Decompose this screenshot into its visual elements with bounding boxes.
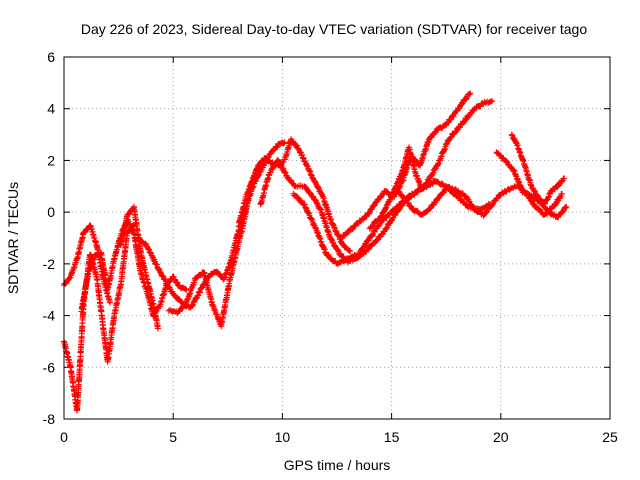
x-tick-label: 20	[493, 429, 509, 445]
data-point	[153, 261, 160, 268]
data-point	[369, 232, 376, 239]
data-point	[371, 228, 378, 235]
data-point	[196, 289, 203, 296]
data-point	[335, 247, 342, 254]
data-point	[483, 209, 490, 216]
data-point	[154, 325, 161, 332]
data-point	[282, 169, 289, 176]
y-tick-label: -2	[43, 256, 56, 272]
data-point	[365, 210, 372, 217]
y-tick-label: -4	[43, 308, 56, 324]
data-point	[467, 90, 474, 97]
data-point	[487, 98, 494, 105]
data-point	[531, 187, 538, 194]
y-tick-label: 2	[47, 152, 55, 168]
series-trace-11	[366, 97, 496, 232]
data-point	[347, 247, 354, 254]
series-trace-1	[61, 222, 137, 414]
data-point	[328, 236, 335, 243]
data-point	[182, 285, 189, 292]
y-tick-label: 6	[47, 49, 55, 65]
data-point	[503, 158, 510, 165]
data-point	[391, 212, 398, 219]
data-point	[466, 91, 473, 98]
data-point	[312, 197, 319, 204]
data-point	[195, 292, 202, 299]
data-point	[183, 286, 190, 293]
data-point	[457, 124, 464, 131]
data-point	[558, 191, 565, 198]
data-point	[189, 302, 196, 309]
data-point	[198, 285, 205, 292]
data-point	[318, 206, 325, 213]
axis-ticks	[63, 56, 611, 420]
y-tick-label: 4	[47, 101, 55, 117]
data-point	[313, 199, 320, 206]
x-tick-label: 5	[169, 429, 177, 445]
x-tick-label: 25	[602, 429, 618, 445]
data-point	[372, 199, 379, 206]
data-point	[463, 95, 470, 102]
data-point	[316, 205, 323, 212]
data-point	[162, 277, 169, 284]
x-tick-label: 0	[60, 429, 68, 445]
data-point	[441, 189, 448, 196]
data-point	[377, 221, 384, 228]
y-tick-label: -6	[43, 359, 56, 375]
y-tick-label: 0	[47, 204, 55, 220]
data-point	[438, 180, 445, 187]
data-point	[384, 224, 391, 231]
data-point	[106, 299, 113, 306]
data-point	[429, 170, 436, 177]
data-point	[450, 113, 457, 120]
tick-labels: 0 5 10 15 20 25 -8 -6 -4 -2 0 2 4 6	[43, 49, 618, 445]
data-point	[383, 225, 390, 232]
data-point	[383, 188, 390, 195]
data-point	[312, 196, 319, 203]
data-point	[362, 241, 369, 248]
data-point	[440, 189, 447, 196]
y-tick-label: -8	[43, 411, 56, 427]
data-point	[349, 225, 356, 232]
data-point	[354, 220, 361, 227]
data-point	[309, 193, 316, 200]
data-point	[390, 214, 397, 221]
data-point	[289, 138, 296, 145]
series-trace-14	[508, 131, 568, 207]
data-point	[489, 97, 496, 104]
data-point	[281, 139, 288, 146]
data-point	[489, 202, 496, 209]
data-point	[156, 268, 163, 275]
x-tick-label: 15	[384, 429, 400, 445]
data-point	[369, 223, 376, 230]
data-point	[563, 203, 570, 210]
data-point	[273, 144, 280, 151]
plot-border	[63, 56, 611, 420]
data-point	[462, 96, 469, 103]
data-point	[280, 140, 287, 147]
x-tick-label: 10	[275, 429, 291, 445]
x-axis-label: GPS time / hours	[284, 457, 391, 473]
data-point	[435, 160, 442, 167]
data-point	[379, 231, 386, 238]
data-point	[174, 279, 181, 286]
data-point	[314, 200, 321, 207]
data-points	[61, 90, 570, 414]
y-axis-label: SDTVAR / TECUs	[5, 182, 21, 294]
chart-title: Day 226 of 2023, Sidereal Day-to-day VTE…	[81, 21, 588, 37]
data-point	[394, 204, 401, 211]
data-point	[561, 175, 568, 182]
data-point	[558, 178, 565, 185]
data-point	[277, 162, 284, 169]
data-point	[447, 116, 454, 123]
data-point	[434, 161, 441, 168]
data-point	[562, 204, 569, 211]
